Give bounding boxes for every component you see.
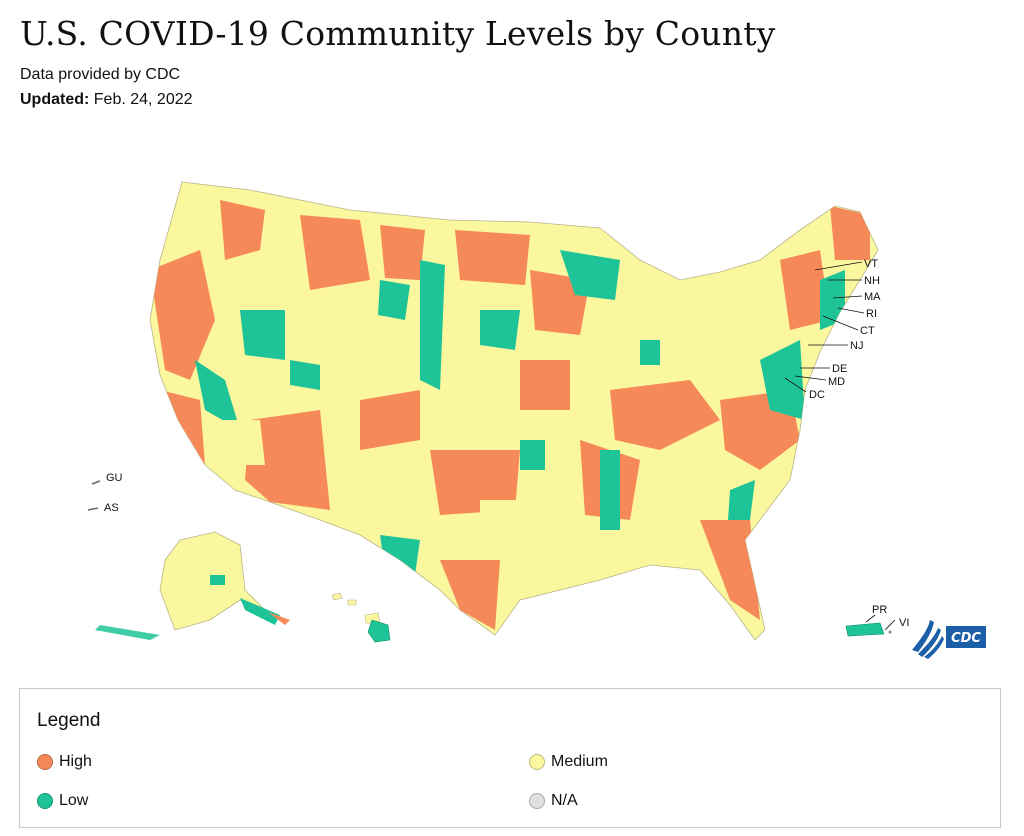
legend-item-low: Low (37, 792, 88, 810)
puerto-rico-shape[interactable] (845, 622, 885, 637)
data-source: Data provided by CDC (20, 66, 181, 83)
label-gu: GU (106, 472, 123, 484)
label-as: AS (104, 502, 119, 514)
updated-date: Updated: Feb. 24, 2022 (20, 91, 193, 109)
legend-label-na: N/A (551, 792, 578, 809)
hawaii-shape[interactable] (367, 619, 391, 643)
label-pr: PR (872, 604, 887, 616)
label-ma: MA (864, 291, 881, 303)
label-vt: VT (864, 258, 878, 270)
page-title: U.S. COVID-19 Community Levels by County (20, 14, 776, 53)
label-nj: NJ (850, 340, 863, 352)
county-patches (150, 200, 870, 630)
legend-label-low: Low (59, 792, 89, 809)
legend-item-na: N/A (529, 792, 578, 810)
legend-title: Legend (37, 710, 101, 731)
label-ct: CT (860, 325, 875, 337)
label-vi: VI (899, 617, 909, 629)
legend-label-high: High (59, 753, 92, 770)
label-md: MD (828, 376, 845, 388)
label-nh: NH (864, 275, 880, 287)
updated-value: Feb. 24, 2022 (93, 91, 193, 108)
legend-swatch-medium (529, 754, 545, 770)
legend-item-high: High (37, 753, 92, 771)
label-dc: DC (809, 389, 825, 401)
legend-label-medium: Medium (551, 753, 608, 770)
cdc-logo: CDC (946, 626, 986, 648)
legend-panel: Legend High Medium Low N/A (19, 688, 1001, 828)
county-map[interactable]: VT NH MA RI CT NJ DE MD DC GU AS PR VI C… (0, 120, 1024, 670)
legend-swatch-low (37, 793, 53, 809)
label-de: DE (832, 363, 847, 375)
legend-swatch-high (37, 754, 53, 770)
legend-swatch-na (529, 793, 545, 809)
updated-label: Updated: (20, 91, 90, 108)
label-ri: RI (866, 308, 877, 320)
hhs-eagle-icon (912, 620, 944, 659)
svg-text:CDC: CDC (951, 631, 981, 646)
legend-item-medium: Medium (529, 753, 608, 771)
